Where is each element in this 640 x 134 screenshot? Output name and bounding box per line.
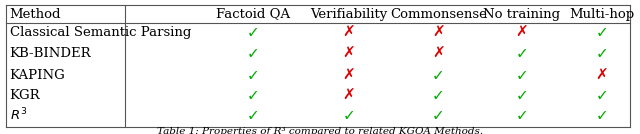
- Text: ✗: ✗: [342, 68, 355, 83]
- Text: ✓: ✓: [595, 25, 608, 40]
- Text: No training: No training: [483, 8, 560, 21]
- Text: ✗: ✗: [515, 25, 528, 40]
- Text: ✓: ✓: [515, 88, 528, 103]
- Text: ✗: ✗: [432, 25, 445, 40]
- Text: KGR: KGR: [10, 89, 40, 102]
- Text: Table 1: Properties of R³ compared to related KGQA Methods.: Table 1: Properties of R³ compared to re…: [157, 126, 483, 134]
- Text: Classical Semantic Parsing: Classical Semantic Parsing: [10, 26, 191, 39]
- Text: ✓: ✓: [432, 88, 445, 103]
- Text: ✗: ✗: [342, 46, 355, 61]
- Text: ✓: ✓: [246, 88, 259, 103]
- Text: ✗: ✗: [595, 68, 608, 83]
- Text: ✗: ✗: [432, 46, 445, 61]
- Text: ✓: ✓: [515, 68, 528, 83]
- Text: KB-BINDER: KB-BINDER: [10, 47, 92, 60]
- Text: Factoid QA: Factoid QA: [216, 8, 290, 21]
- Text: ✓: ✓: [246, 68, 259, 83]
- Text: KAPING: KAPING: [10, 68, 65, 82]
- Text: Commonsense: Commonsense: [390, 8, 487, 21]
- Text: Verifiability: Verifiability: [310, 8, 387, 21]
- Text: ✗: ✗: [342, 25, 355, 40]
- Text: ✓: ✓: [246, 108, 259, 123]
- Text: ✓: ✓: [595, 88, 608, 103]
- Text: ✓: ✓: [246, 46, 259, 61]
- Text: ✓: ✓: [342, 108, 355, 123]
- Text: ✓: ✓: [515, 46, 528, 61]
- Text: Method: Method: [10, 8, 61, 21]
- Text: ✓: ✓: [432, 108, 445, 123]
- Text: ✗: ✗: [342, 88, 355, 103]
- Text: ✓: ✓: [515, 108, 528, 123]
- Text: ✓: ✓: [595, 46, 608, 61]
- Text: $R^3$: $R^3$: [10, 107, 27, 124]
- Text: ✓: ✓: [595, 108, 608, 123]
- Text: ✓: ✓: [246, 25, 259, 40]
- Text: Multi-hop: Multi-hop: [569, 8, 634, 21]
- Text: ✓: ✓: [432, 68, 445, 83]
